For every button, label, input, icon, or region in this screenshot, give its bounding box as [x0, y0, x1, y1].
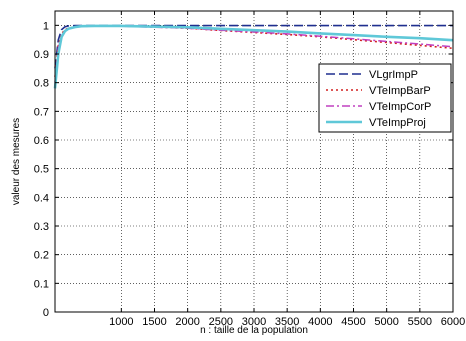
- legend: VLgrImpP VTeImpBarP VTeImpCorP VTeImpProj: [318, 63, 452, 133]
- y-tick-label: 0.8: [34, 78, 49, 90]
- y-tick-label: 0.4: [34, 192, 49, 204]
- x-tick-label: 2500: [209, 316, 233, 328]
- legend-label-VLgrImpP: VLgrImpP: [369, 69, 418, 81]
- y-tick-label: 0.7: [34, 106, 49, 118]
- legend-label-VTeImpProj: VTeImpProj: [369, 117, 426, 129]
- x-tick-label: 2000: [175, 316, 199, 328]
- x-tick-label: 3500: [275, 316, 299, 328]
- y-tick-label: 0: [43, 307, 49, 319]
- x-tick-label: 4500: [341, 316, 365, 328]
- y-tick-label: 0.5: [34, 164, 49, 176]
- grid: [55, 11, 454, 313]
- y-axis-label: valeur des mesures: [11, 118, 22, 205]
- y-tick-label: 0.6: [34, 135, 49, 147]
- y-tick-label: 0.3: [34, 221, 49, 233]
- y-tick-label: 0.2: [34, 250, 49, 262]
- series-lines: [53, 24, 454, 89]
- axis-ticks: 1000 1500 2000 2500 3000 3500 4000 4500 5000 5500…: [34, 11, 465, 328]
- x-tick-label: 4000: [308, 316, 332, 328]
- x-tick-label: 5000: [374, 316, 398, 328]
- x-tick-label: 6000: [441, 316, 465, 328]
- x-tick-label: 1500: [142, 316, 166, 328]
- series-line-VTeImpProj: [53, 24, 454, 89]
- x-tick-label: 3000: [242, 316, 266, 328]
- legend-label-VTeImpBarP: VTeImpBarP: [369, 85, 431, 97]
- y-tick-label: 0.9: [34, 49, 49, 61]
- x-tick-label: 5500: [408, 316, 432, 328]
- legend-box: [318, 63, 452, 133]
- legend-label-VTeImpCorP: VTeImpCorP: [369, 101, 431, 113]
- x-axis-label: n : taille de la population: [200, 325, 308, 336]
- y-tick-label: 0.1: [34, 278, 49, 290]
- y-tick-label: 1: [43, 20, 49, 32]
- x-tick-label: 1000: [109, 316, 133, 328]
